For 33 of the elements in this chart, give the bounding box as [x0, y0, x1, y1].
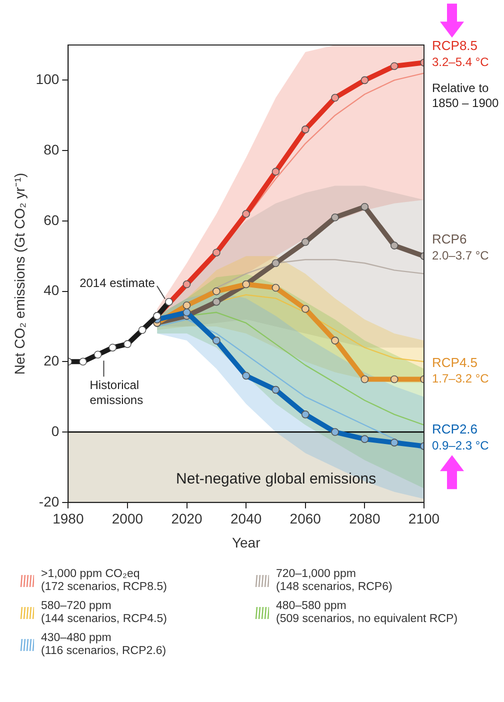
series-label: RCP6 — [432, 232, 467, 247]
series-label: RCP4.5 — [432, 354, 478, 370]
legend-label: >1,000 ppm CO₂eq (172 scenarios, RCP8.5) — [41, 568, 167, 594]
annotation: 0.9–2.3 °C — [432, 438, 490, 452]
y-axis-title: Net CO₂ emissions (Gt CO₂ yr⁻¹) — [11, 172, 28, 375]
x-tick-label: 2060 — [290, 510, 322, 527]
legend-label: 430–480 ppm (116 scenarios, RCP2.6) — [41, 632, 166, 658]
series-label: RCP8.5 — [432, 38, 478, 54]
x-tick-label: 2100 — [408, 510, 440, 527]
x-tick-label: 2000 — [112, 510, 144, 527]
series-label: RCP2.6 — [432, 422, 478, 437]
legend-label: 480–580 ppm (509 scenarios, no equivalent RCP) — [276, 600, 458, 626]
y-tick-label: -20 — [38, 493, 60, 510]
text: Relative to 1850 – 1900 — [432, 80, 499, 111]
y-tick-label: 60 — [44, 212, 60, 228]
annotation: 1.7–3.2 °C — [432, 372, 490, 386]
x-axis-title: Year — [232, 534, 261, 550]
x-tick-label: 2020 — [171, 510, 203, 527]
annotation: Historical emissions — [90, 378, 144, 407]
annotation: 2.0–3.7 °C — [432, 248, 490, 262]
x-tick-label: 2080 — [349, 510, 380, 527]
legend-label: 580–720 ppm (144 scenarios, RCP4.5) — [41, 600, 167, 626]
y-tick-label: 0 — [51, 422, 60, 439]
y-tick-label: 80 — [44, 141, 60, 158]
y-tick-label: 100 — [36, 71, 60, 88]
y-tick-label: 40 — [44, 282, 60, 298]
band-label: Net-negative global emissions — [176, 470, 376, 488]
x-tick-label: 1980 — [52, 510, 84, 527]
y-tick-label: 20 — [44, 352, 60, 369]
x-tick-label: 2040 — [230, 510, 262, 527]
legend-label: 720–1,000 ppm (148 scenarios, RCP6) — [276, 568, 392, 594]
annotation: 2014 estimate — [80, 276, 156, 290]
annotation: 3.2–5.4 °C — [432, 54, 490, 69]
